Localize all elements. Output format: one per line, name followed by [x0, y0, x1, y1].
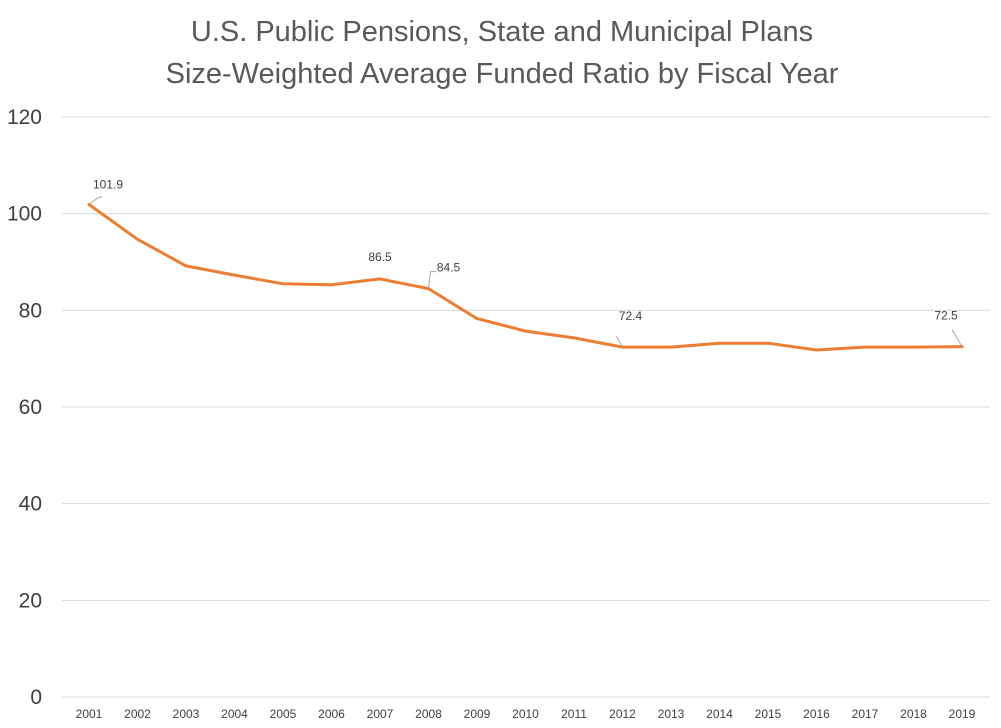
gridlines — [62, 116, 990, 698]
x-tick-label: 2001 — [76, 707, 103, 721]
x-tick-label: 2009 — [464, 707, 491, 721]
y-tick-label: 100 — [7, 203, 42, 226]
data-point-2016 — [815, 348, 818, 352]
data-point-2009 — [475, 317, 479, 321]
x-tick-label: 2012 — [609, 707, 636, 721]
x-tick-label: 2005 — [270, 707, 297, 721]
y-tick-label: 40 — [19, 493, 42, 516]
data-point-2010 — [524, 329, 527, 333]
x-axis-tick-labels: 2001 2002 2003 2004 2005 2006 2007 2008 2009 2010… — [76, 707, 976, 721]
x-tick-label: 2017 — [852, 707, 879, 721]
x-tick-label: 2006 — [318, 707, 345, 721]
data-labels: 101.9 86.5 84.5 72.4 72.5 — [88, 177, 963, 348]
leader-line-2008 — [428, 271, 437, 289]
x-tick-label: 2007 — [367, 707, 394, 721]
x-tick-label: 2018 — [900, 707, 927, 721]
data-label-2008: 84.5 — [437, 261, 461, 275]
y-tick-label: 20 — [19, 589, 42, 612]
x-tick-label: 2016 — [803, 707, 830, 721]
data-point-2003 — [184, 264, 188, 268]
x-tick-label: 2004 — [221, 707, 248, 721]
data-label-2012: 72.4 — [619, 309, 643, 323]
x-tick-label: 2008 — [415, 707, 442, 721]
y-tick-label: 60 — [19, 396, 42, 419]
leader-line-2001 — [88, 196, 103, 205]
data-point-2017 — [863, 345, 867, 349]
data-point-2014 — [718, 341, 721, 345]
chart-title: U.S. Public Pensions, State and Municipa… — [166, 16, 839, 90]
leader-line-2012 — [616, 335, 623, 348]
data-point-2005 — [281, 282, 285, 286]
data-point-2015 — [766, 341, 770, 345]
series-line — [87, 203, 964, 352]
x-tick-label: 2014 — [706, 707, 733, 721]
data-label-2001: 101.9 — [93, 177, 123, 191]
data-label-2019: 72.5 — [934, 309, 958, 323]
data-label-2007: 86.5 — [368, 250, 392, 264]
x-tick-label: 2003 — [173, 707, 200, 721]
x-tick-label: 2019 — [949, 707, 976, 721]
x-tick-label: 2010 — [512, 707, 539, 721]
y-axis-tick-labels: 0 20 40 60 80 100 120 — [7, 106, 42, 709]
data-point-2002 — [136, 237, 139, 241]
data-point-2004 — [233, 273, 236, 277]
x-tick-label: 2013 — [658, 707, 685, 721]
y-tick-label: 80 — [19, 299, 42, 322]
x-tick-label: 2015 — [755, 707, 782, 721]
x-tick-label: 2002 — [124, 707, 151, 721]
chart-subtitle-line: Size-Weighted Average Funded Ratio by Fi… — [166, 58, 839, 90]
data-point-2006 — [330, 283, 333, 287]
leader-line-2019 — [951, 329, 963, 347]
y-tick-label: 0 — [30, 686, 42, 709]
data-point-2018 — [912, 345, 915, 349]
data-point-2013 — [669, 345, 673, 349]
data-point-2007 — [378, 277, 382, 281]
data-point-2011 — [572, 336, 576, 340]
chart-title-line: U.S. Public Pensions, State and Municipa… — [191, 16, 813, 48]
x-tick-label: 2011 — [561, 707, 587, 721]
series-layer — [87, 202, 964, 352]
y-tick-label: 120 — [7, 106, 42, 129]
